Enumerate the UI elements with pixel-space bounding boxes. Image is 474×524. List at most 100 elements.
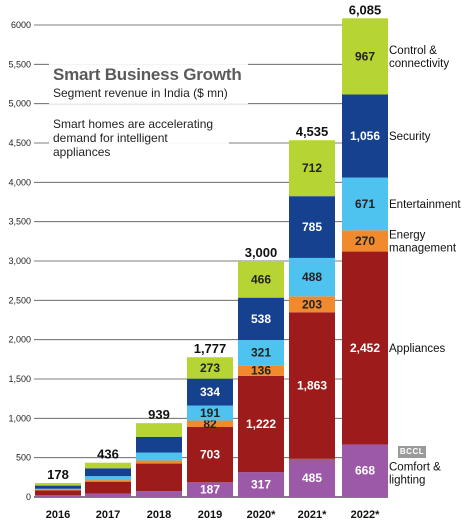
bar-segment-appliances [342, 251, 388, 445]
bar-segment-appliances [136, 463, 182, 492]
segment-value-label: 2,452 [350, 341, 380, 355]
total-value-label: 3,000 [245, 245, 278, 260]
bar-segment-energy_management [187, 420, 233, 427]
title-block: Smart Business Growth Segment revenue in… [49, 63, 248, 104]
x-category-label: 2018 [147, 509, 171, 521]
legend-label-comfort_lighting: lighting [389, 475, 425, 487]
bar-segment-security [187, 378, 233, 406]
y-tick-label: 4,500 [8, 138, 31, 148]
x-category-label: 2020* [247, 509, 276, 521]
y-tick-label: 4,000 [8, 177, 31, 187]
chart-note: Smart homes are accelerating demand for … [53, 117, 214, 159]
segment-value-label: 703 [200, 448, 220, 462]
bar-segment-entertainment [238, 339, 284, 366]
segment-value-label: 270 [355, 234, 375, 248]
bar-segment-control_connectivity [238, 261, 284, 298]
x-category-label: 2016 [46, 509, 70, 521]
bar-segment-energy_management [238, 365, 284, 376]
total-value-label: 178 [47, 467, 69, 482]
bar-segment-energy_management [136, 460, 182, 464]
bar-segment-control_connectivity [187, 357, 233, 379]
legend-label-appliances: Appliances [389, 343, 446, 355]
legend-label-entertainment: Entertainment [389, 199, 461, 211]
y-tick-label: 1,000 [8, 413, 31, 423]
legend-label-control_connectivity: connectivity [389, 58, 449, 70]
x-category-label: 2017 [96, 509, 120, 521]
bar-segment-control_connectivity [136, 423, 182, 437]
bar-segment-appliances [289, 312, 335, 459]
bar-segment-control_connectivity [35, 482, 81, 486]
total-value-label: 436 [97, 447, 119, 462]
legend-label-comfort_lighting: Comfort & [389, 462, 441, 474]
y-tick-label: 2,500 [8, 295, 31, 305]
legend-label-energy_management: management [389, 242, 457, 254]
segment-value-label: 488 [302, 270, 322, 284]
bar-segment-comfort_lighting [342, 444, 388, 497]
y-tick-label: 500 [16, 453, 31, 463]
total-value-label: 939 [148, 407, 170, 422]
bar-segment-security [289, 196, 335, 258]
bar-segment-security [85, 468, 131, 477]
bar-segment-entertainment [342, 177, 388, 231]
bar-segment-appliances [187, 426, 233, 483]
segment-value-label: 712 [302, 161, 322, 175]
segment-value-label: 967 [355, 49, 375, 63]
legend-label-security: Security [389, 131, 431, 143]
y-tick-label: 2,000 [8, 335, 31, 345]
bar-segment-energy_management [342, 230, 388, 252]
total-value-label: 1,777 [194, 341, 227, 356]
x-category-label: 2022* [351, 509, 380, 521]
x-category-label: 2019 [198, 509, 222, 521]
y-tick-label: 5,000 [8, 99, 31, 109]
x-category-label: 2021* [298, 509, 327, 521]
y-tick-label: 6000 [11, 20, 31, 30]
bar-segment-security [35, 485, 81, 489]
segment-value-label: 334 [200, 385, 220, 399]
segment-value-label: 466 [251, 272, 271, 286]
bar-segment-control_connectivity [342, 18, 388, 95]
segment-value-label: 785 [302, 220, 322, 234]
segment-value-label: 1,222 [246, 417, 276, 431]
bar-segment-comfort_lighting [85, 493, 131, 497]
bar-segment-entertainment [187, 405, 233, 421]
legend-label-energy_management: Energy [389, 229, 426, 241]
total-value-label: 6,085 [349, 2, 382, 17]
bar-segment-comfort_lighting [136, 491, 182, 497]
y-tick-label: 5,500 [8, 59, 31, 69]
bar-segment-energy_management [35, 489, 81, 491]
bar-segment-security [342, 94, 388, 178]
bar-segment-energy_management [85, 480, 131, 482]
segment-value-label: 321 [251, 346, 271, 360]
segment-value-label: 671 [355, 197, 375, 211]
total-value-label: 4,535 [296, 124, 329, 139]
bar-segment-appliances [85, 481, 131, 494]
bar-segment-comfort_lighting [289, 458, 335, 497]
segment-value-label: 203 [302, 297, 322, 311]
segment-value-label: 1,056 [350, 129, 380, 143]
y-tick-label: 0 [26, 492, 31, 502]
segment-value-label: 136 [251, 364, 271, 378]
bar-segment-appliances [238, 375, 284, 473]
segment-value-label: 187 [200, 483, 220, 497]
bar-segment-comfort_lighting [187, 482, 233, 497]
y-tick-label: 1,500 [8, 374, 31, 384]
chart-subtitle: Segment revenue in India ($ mn) [53, 86, 228, 100]
bar-segment-entertainment [136, 452, 182, 461]
bccl-badge: BCCL [398, 446, 426, 458]
bar-segment-entertainment [35, 488, 81, 490]
bar-segment-comfort_lighting [35, 495, 81, 497]
bar-segment-control_connectivity [289, 140, 335, 197]
bar-segment-entertainment [289, 257, 335, 297]
bar-segment-appliances [35, 490, 81, 496]
segment-value-label: 1,863 [297, 379, 327, 393]
note-block: Smart homes are accelerating demand for … [49, 115, 229, 161]
y-tick-label: 3,000 [8, 256, 31, 266]
segment-value-label: 485 [302, 471, 322, 485]
segment-value-label: 191 [200, 406, 220, 420]
chart-title: Smart Business Growth [53, 65, 242, 84]
segment-value-label: 538 [251, 312, 271, 326]
segment-value-label: 317 [251, 478, 271, 492]
segment-value-label: 273 [200, 361, 220, 375]
bar-segment-control_connectivity [85, 462, 131, 469]
segment-value-label: 668 [355, 464, 375, 478]
